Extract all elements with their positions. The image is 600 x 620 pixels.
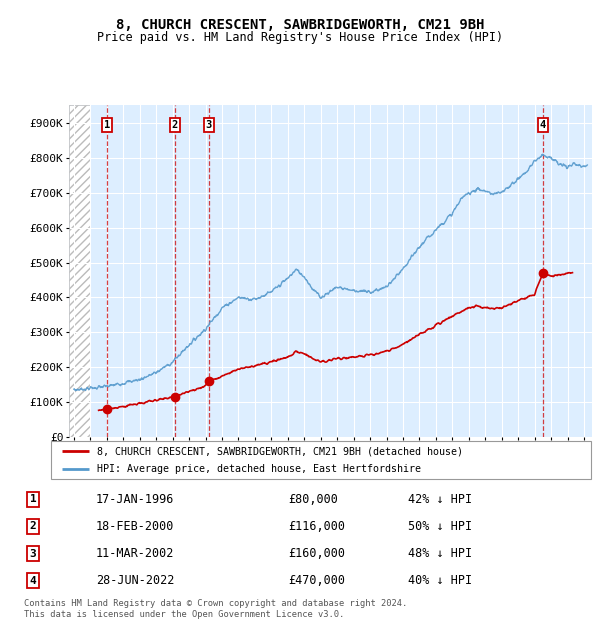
Text: 42% ↓ HPI: 42% ↓ HPI xyxy=(408,493,472,506)
Text: 4: 4 xyxy=(29,575,37,586)
Text: 28-JUN-2022: 28-JUN-2022 xyxy=(96,574,175,587)
Text: Price paid vs. HM Land Registry's House Price Index (HPI): Price paid vs. HM Land Registry's House … xyxy=(97,31,503,43)
Text: 2: 2 xyxy=(29,521,37,531)
Text: 40% ↓ HPI: 40% ↓ HPI xyxy=(408,574,472,587)
Text: 3: 3 xyxy=(29,549,37,559)
Text: 48% ↓ HPI: 48% ↓ HPI xyxy=(408,547,472,560)
Text: 1: 1 xyxy=(29,494,37,504)
Text: 11-MAR-2002: 11-MAR-2002 xyxy=(96,547,175,560)
Text: 1: 1 xyxy=(104,120,110,130)
Text: £470,000: £470,000 xyxy=(288,574,345,587)
Text: HPI: Average price, detached house, East Hertfordshire: HPI: Average price, detached house, East… xyxy=(97,464,421,474)
Text: 17-JAN-1996: 17-JAN-1996 xyxy=(96,493,175,506)
Text: 18-FEB-2000: 18-FEB-2000 xyxy=(96,520,175,533)
Text: 2: 2 xyxy=(172,120,178,130)
Text: £80,000: £80,000 xyxy=(288,493,338,506)
Text: 8, CHURCH CRESCENT, SAWBRIDGEWORTH, CM21 9BH: 8, CHURCH CRESCENT, SAWBRIDGEWORTH, CM21… xyxy=(116,18,484,32)
Text: 4: 4 xyxy=(539,120,546,130)
FancyBboxPatch shape xyxy=(51,441,591,479)
Text: £160,000: £160,000 xyxy=(288,547,345,560)
Text: £116,000: £116,000 xyxy=(288,520,345,533)
Text: Contains HM Land Registry data © Crown copyright and database right 2024.
This d: Contains HM Land Registry data © Crown c… xyxy=(24,600,407,619)
Text: 8, CHURCH CRESCENT, SAWBRIDGEWORTH, CM21 9BH (detached house): 8, CHURCH CRESCENT, SAWBRIDGEWORTH, CM21… xyxy=(97,446,463,456)
Text: 50% ↓ HPI: 50% ↓ HPI xyxy=(408,520,472,533)
Text: 3: 3 xyxy=(206,120,212,130)
